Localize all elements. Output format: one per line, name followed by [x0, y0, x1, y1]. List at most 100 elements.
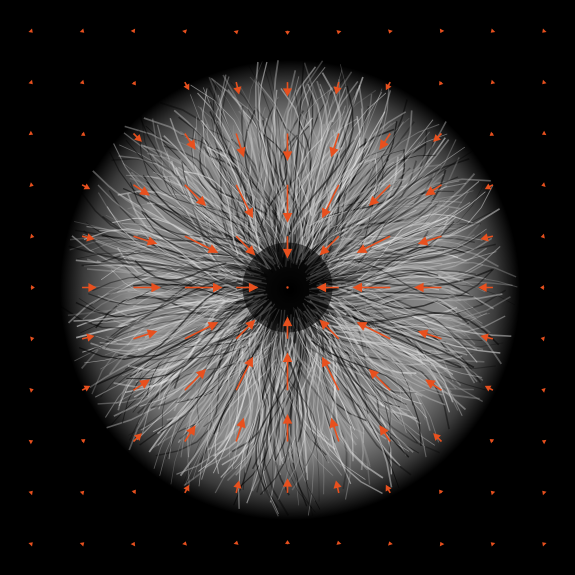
streak [345, 314, 475, 369]
streak [327, 298, 483, 324]
streak [251, 331, 277, 492]
arrow [133, 282, 161, 293]
streak [67, 292, 242, 317]
arrow [433, 433, 443, 443]
arrow [130, 28, 136, 34]
streak [329, 200, 462, 279]
arrow [133, 184, 150, 196]
streak [95, 295, 225, 329]
streak [298, 112, 310, 218]
streak [102, 215, 268, 278]
streak [285, 88, 329, 226]
streak [318, 289, 463, 362]
streak [309, 337, 343, 476]
arrow [282, 316, 293, 339]
streak [305, 121, 415, 263]
streak [282, 331, 316, 513]
streak [336, 316, 454, 376]
arrow [319, 319, 340, 340]
streak [115, 298, 270, 404]
streak [359, 228, 487, 258]
streak [331, 273, 461, 299]
streak [329, 153, 370, 222]
arrow [414, 282, 442, 293]
streak [122, 187, 252, 269]
streak [292, 363, 300, 506]
streak [262, 126, 308, 214]
streak [109, 151, 240, 235]
streak [365, 294, 468, 302]
streak [302, 313, 440, 443]
arrow [28, 130, 34, 136]
streak [288, 129, 341, 237]
streak [283, 83, 312, 248]
streak [332, 325, 413, 377]
streak [159, 168, 267, 257]
arrow [184, 133, 196, 150]
streak [322, 246, 457, 281]
streak [288, 140, 336, 260]
arrow [29, 388, 34, 393]
streak [161, 357, 255, 431]
streak [126, 295, 256, 380]
streak [130, 171, 240, 248]
streak [327, 313, 427, 369]
streak [203, 146, 251, 225]
streak [336, 121, 397, 230]
streak [323, 178, 491, 281]
streak [300, 80, 359, 263]
arrow [233, 540, 239, 545]
streak [194, 338, 269, 411]
streak [325, 199, 429, 269]
streak [307, 159, 373, 252]
streak [270, 109, 289, 262]
streak [125, 139, 254, 254]
streak [243, 122, 266, 227]
streak [133, 300, 268, 398]
streak [92, 170, 245, 257]
streak [305, 161, 388, 260]
streak [301, 130, 333, 219]
streak [303, 334, 330, 441]
streak [68, 245, 218, 273]
streak [260, 347, 289, 449]
streak [127, 305, 231, 335]
streak [189, 94, 279, 268]
streak [339, 341, 459, 411]
streak [326, 300, 480, 400]
streak [160, 338, 234, 433]
arrow [542, 28, 547, 33]
arrow [329, 417, 340, 442]
arrow [79, 542, 85, 547]
streak [273, 362, 302, 496]
streak [326, 178, 407, 268]
arrow [132, 132, 142, 142]
streak [351, 245, 467, 289]
streak [330, 194, 463, 273]
arrow [329, 133, 340, 158]
streak [300, 69, 343, 239]
streak [122, 163, 262, 269]
streak [294, 316, 391, 453]
streak [154, 176, 219, 258]
streak [309, 347, 392, 433]
streak [120, 254, 267, 285]
streak [108, 264, 234, 285]
streak [313, 342, 400, 489]
streak [214, 101, 274, 256]
streak [163, 135, 272, 270]
arrow [490, 79, 496, 85]
streak [97, 192, 238, 246]
streak [335, 297, 470, 336]
streak [311, 140, 435, 251]
streak [364, 301, 496, 369]
streak [189, 320, 265, 434]
streak [67, 288, 236, 324]
arrow [541, 388, 546, 393]
streak [295, 123, 325, 265]
streak [173, 341, 250, 412]
arrow [490, 28, 496, 33]
streak [350, 191, 436, 247]
streak [133, 267, 257, 293]
arrow [540, 336, 545, 342]
